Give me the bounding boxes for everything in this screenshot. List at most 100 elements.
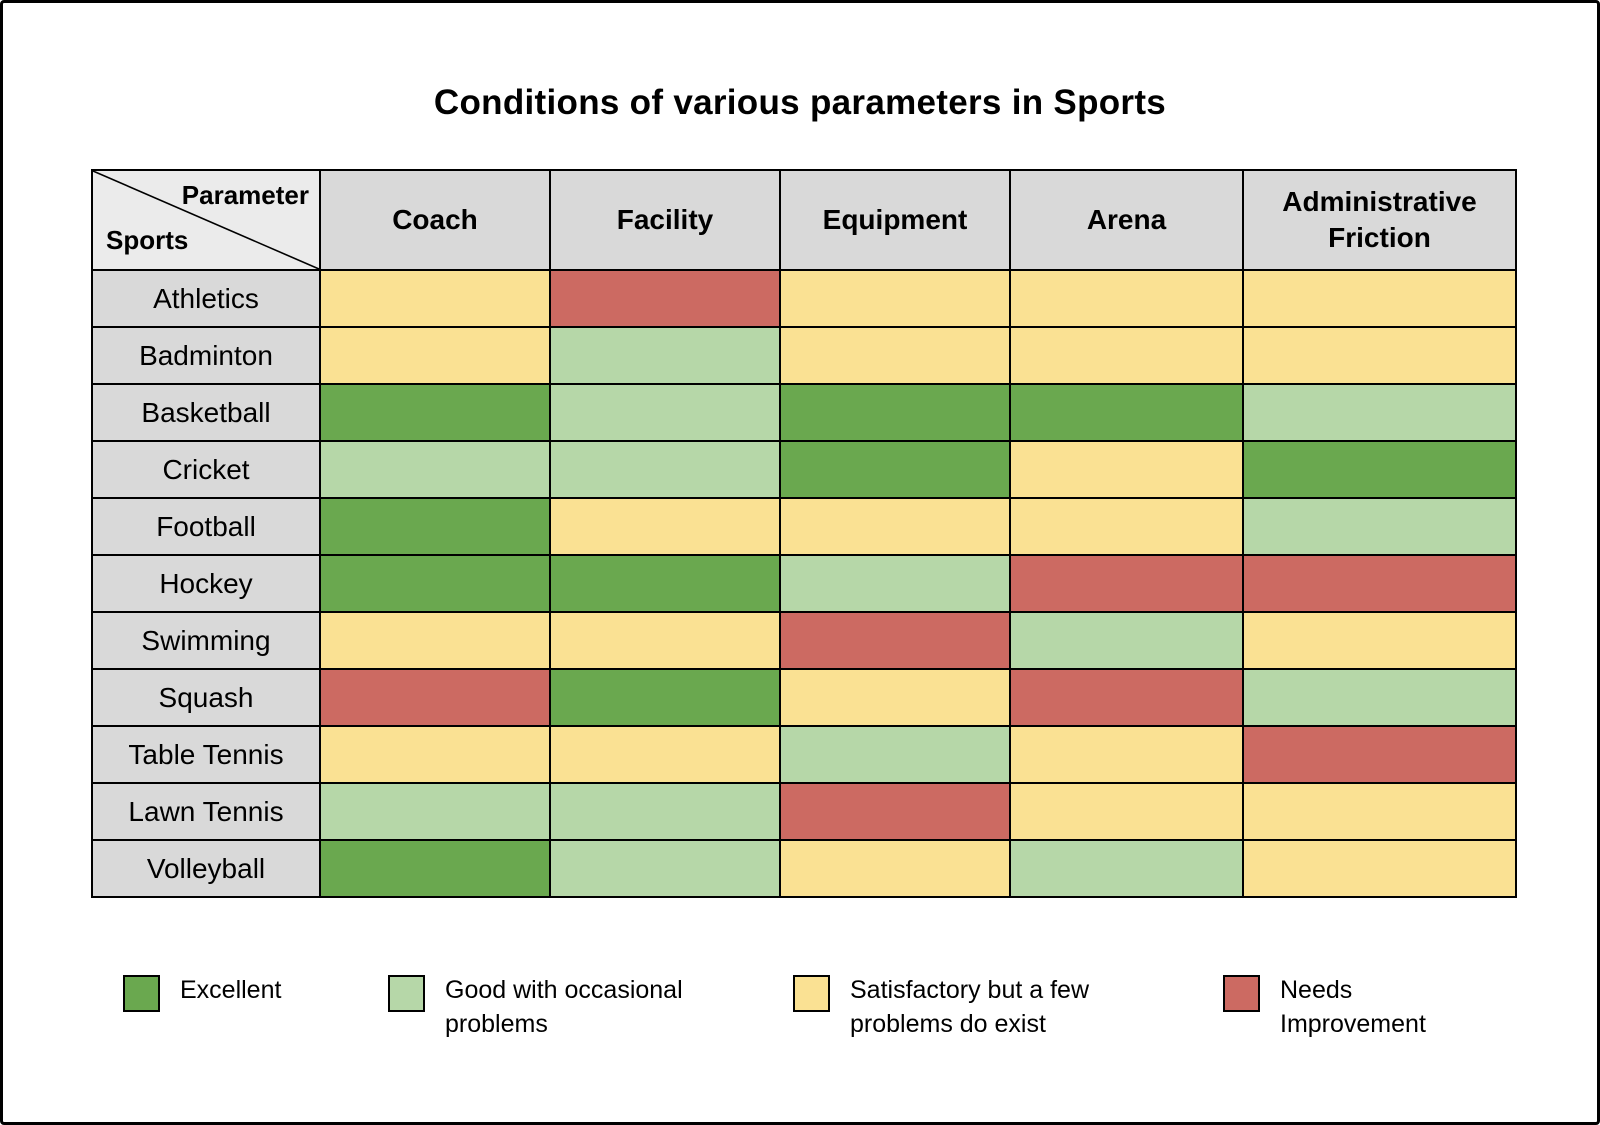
- cell-football-facility: [549, 497, 781, 556]
- cell-table-tennis-arena: [1009, 725, 1244, 784]
- cell-lawn-tennis-administrative-friction: [1242, 782, 1517, 841]
- legend-item-needs-improvement: Needs Improvement: [1223, 972, 1597, 1041]
- cell-lawn-tennis-arena: [1009, 782, 1244, 841]
- legend-swatch-needs-improvement: [1223, 975, 1260, 1012]
- table-row: Lawn Tennis: [91, 782, 1517, 841]
- corner-cell: Parameter Sports: [91, 169, 321, 271]
- table-row: Table Tennis: [91, 725, 1517, 784]
- row-header-cricket: Cricket: [91, 440, 321, 499]
- cell-athletics-equipment: [779, 269, 1011, 328]
- legend-item-satisfactory: Satisfactory but a few problems do exist: [793, 972, 1223, 1041]
- cell-squash-facility: [549, 668, 781, 727]
- cell-football-administrative-friction: [1242, 497, 1517, 556]
- cell-cricket-arena: [1009, 440, 1244, 499]
- legend-swatch-satisfactory: [793, 975, 830, 1012]
- legend-swatch-good: [388, 975, 425, 1012]
- cell-swimming-administrative-friction: [1242, 611, 1517, 670]
- cell-volleyball-facility: [549, 839, 781, 898]
- cell-table-tennis-equipment: [779, 725, 1011, 784]
- row-header-table-tennis: Table Tennis: [91, 725, 321, 784]
- table-row: Squash: [91, 668, 1517, 727]
- table-row: Swimming: [91, 611, 1517, 670]
- cell-volleyball-arena: [1009, 839, 1244, 898]
- cell-squash-equipment: [779, 668, 1011, 727]
- legend-label: Excellent: [180, 976, 282, 1004]
- cell-football-arena: [1009, 497, 1244, 556]
- row-header-lawn-tennis: Lawn Tennis: [91, 782, 321, 841]
- legend-item-good: Good with occasional problems: [388, 972, 793, 1041]
- legend-label: Good with occasional problems: [445, 976, 683, 1038]
- column-header-administrative-friction: Administrative Friction: [1242, 169, 1517, 271]
- row-header-badminton: Badminton: [91, 326, 321, 385]
- cell-basketball-administrative-friction: [1242, 383, 1517, 442]
- row-header-hockey: Hockey: [91, 554, 321, 613]
- cell-badminton-facility: [549, 326, 781, 385]
- table-row: Athletics: [91, 269, 1517, 328]
- corner-parameter-label: Parameter: [181, 180, 309, 210]
- corner-sports-label: Sports: [106, 225, 189, 255]
- cell-badminton-arena: [1009, 326, 1244, 385]
- legend-label: Satisfactory but a few problems do exist: [850, 976, 1090, 1038]
- cell-swimming-arena: [1009, 611, 1244, 670]
- cell-volleyball-coach: [319, 839, 551, 898]
- cell-hockey-facility: [549, 554, 781, 613]
- cell-badminton-equipment: [779, 326, 1011, 385]
- row-header-volleyball: Volleyball: [91, 839, 321, 898]
- table-row: Football: [91, 497, 1517, 556]
- cell-hockey-coach: [319, 554, 551, 613]
- table-row: Volleyball: [91, 839, 1517, 898]
- cell-basketball-coach: [319, 383, 551, 442]
- cell-volleyball-equipment: [779, 839, 1011, 898]
- cell-cricket-coach: [319, 440, 551, 499]
- row-header-squash: Squash: [91, 668, 321, 727]
- table-row: Basketball: [91, 383, 1517, 442]
- cell-swimming-facility: [549, 611, 781, 670]
- table-row: Badminton: [91, 326, 1517, 385]
- row-header-basketball: Basketball: [91, 383, 321, 442]
- diagonal-line-icon: [93, 171, 319, 269]
- cell-badminton-coach: [319, 326, 551, 385]
- legend-label: Needs Improvement: [1280, 976, 1426, 1038]
- cell-volleyball-administrative-friction: [1242, 839, 1517, 898]
- page-title: Conditions of various parameters in Spor…: [433, 83, 1167, 122]
- cell-cricket-administrative-friction: [1242, 440, 1517, 499]
- column-header-equipment: Equipment: [779, 169, 1011, 271]
- table-row: Hockey: [91, 554, 1517, 613]
- cell-athletics-coach: [319, 269, 551, 328]
- table-row: Cricket: [91, 440, 1517, 499]
- cell-hockey-administrative-friction: [1242, 554, 1517, 613]
- row-header-swimming: Swimming: [91, 611, 321, 670]
- cell-basketball-arena: [1009, 383, 1244, 442]
- cell-lawn-tennis-equipment: [779, 782, 1011, 841]
- cell-lawn-tennis-coach: [319, 782, 551, 841]
- cell-basketball-equipment: [779, 383, 1011, 442]
- column-header-facility: Facility: [549, 169, 781, 271]
- cell-hockey-equipment: [779, 554, 1011, 613]
- cell-swimming-coach: [319, 611, 551, 670]
- cell-football-equipment: [779, 497, 1011, 556]
- cell-athletics-facility: [549, 269, 781, 328]
- legend: Excellent Good with occasional problems Sa…: [123, 972, 1597, 1041]
- legend-swatch-excellent: [123, 975, 160, 1012]
- cell-squash-arena: [1009, 668, 1244, 727]
- cell-athletics-administrative-friction: [1242, 269, 1517, 328]
- cell-hockey-arena: [1009, 554, 1244, 613]
- legend-item-excellent: Excellent: [123, 972, 388, 1041]
- cell-swimming-equipment: [779, 611, 1011, 670]
- header-row: Parameter Sports Coach Facility Equipment A…: [91, 169, 1517, 271]
- cell-lawn-tennis-facility: [549, 782, 781, 841]
- cell-football-coach: [319, 497, 551, 556]
- cell-table-tennis-facility: [549, 725, 781, 784]
- table-body: Athletics Badminton Basketball Cricket Footb…: [91, 269, 1517, 898]
- cell-athletics-arena: [1009, 269, 1244, 328]
- cell-squash-administrative-friction: [1242, 668, 1517, 727]
- column-header-coach: Coach: [319, 169, 551, 271]
- sports-conditions-table: Parameter Sports Coach Facility Equipment A…: [91, 169, 1517, 898]
- cell-cricket-facility: [549, 440, 781, 499]
- column-header-arena: Arena: [1009, 169, 1244, 271]
- row-header-athletics: Athletics: [91, 269, 321, 328]
- cell-squash-coach: [319, 668, 551, 727]
- cell-table-tennis-coach: [319, 725, 551, 784]
- cell-table-tennis-administrative-friction: [1242, 725, 1517, 784]
